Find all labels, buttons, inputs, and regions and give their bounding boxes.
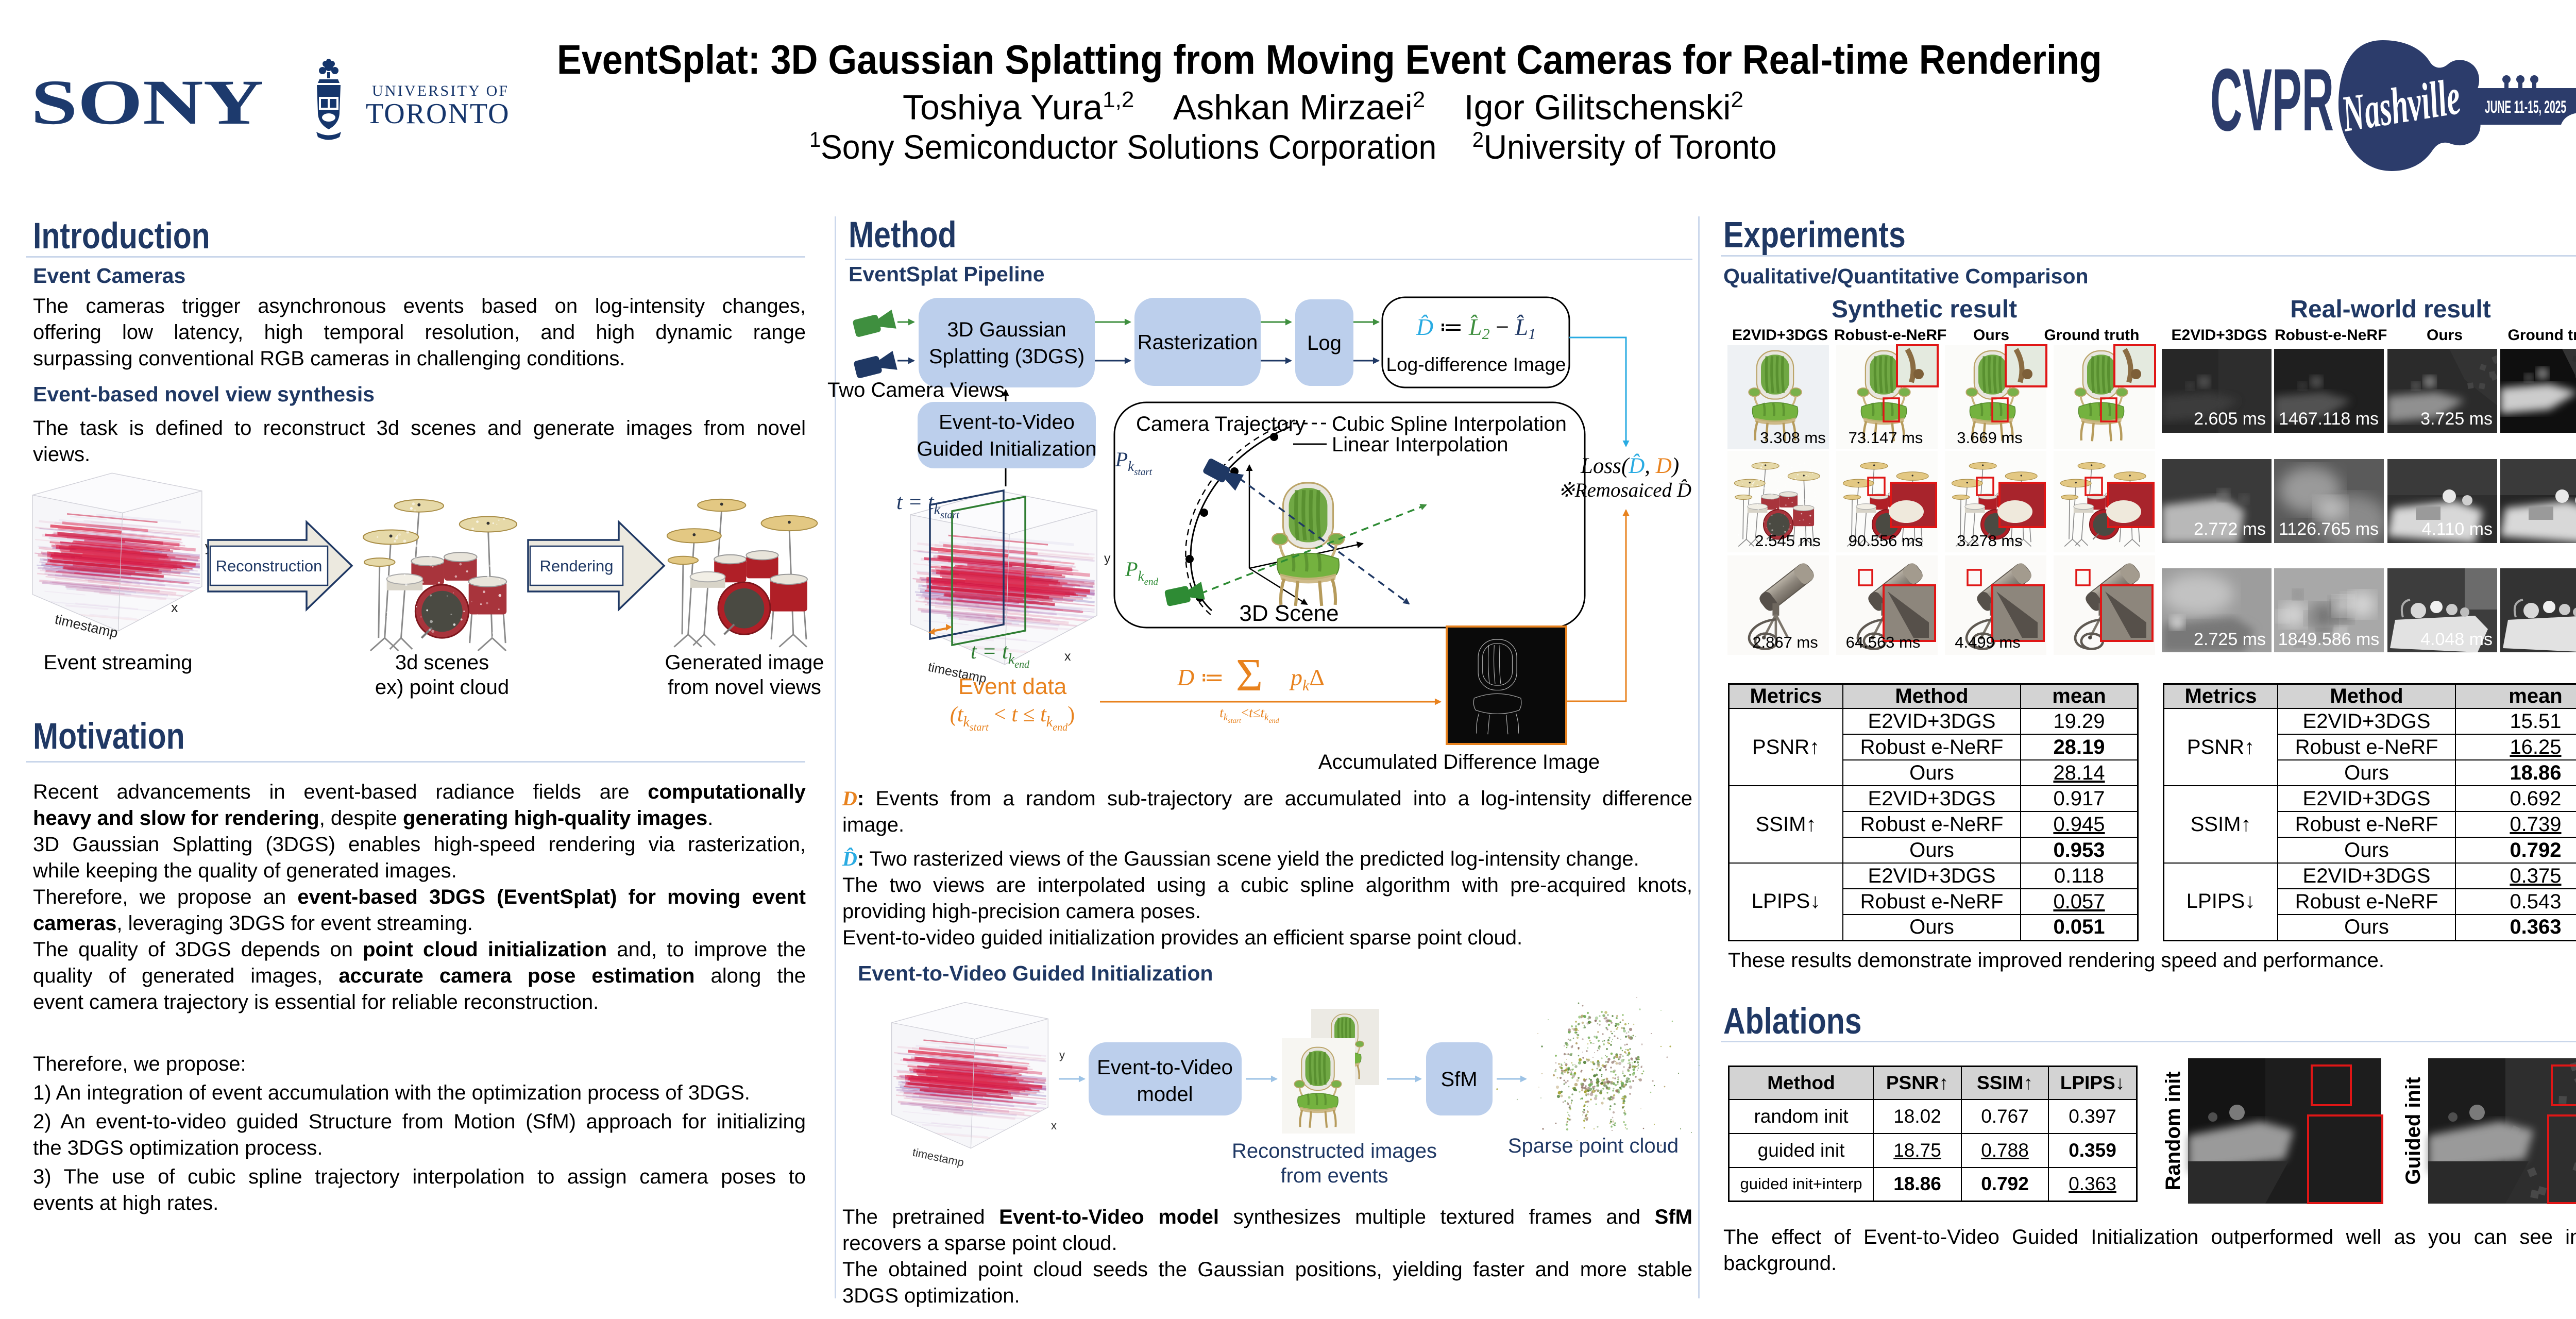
svg-text:Event data: Event data	[958, 674, 1067, 699]
svg-text:3D Scene: 3D Scene	[1239, 601, 1338, 626]
svg-text:D ≔: D ≔	[1177, 664, 1224, 690]
svg-text:Splatting (3DGS): Splatting (3DGS)	[929, 345, 1084, 368]
svg-text:x: x	[171, 600, 178, 615]
svg-text:tkstart<t≤tkend: tkstart<t≤tkend	[1219, 705, 1279, 725]
svg-text:3D Gaussian: 3D Gaussian	[947, 318, 1066, 341]
svg-text:x: x	[1064, 649, 1071, 664]
svg-text:Event-to-Video: Event-to-Video	[939, 411, 1075, 434]
svg-text:SfM: SfM	[1440, 1068, 1477, 1091]
svg-text:Rendering: Rendering	[539, 557, 613, 575]
svg-text:CVPR: CVPR	[2210, 50, 2334, 149]
svg-text:※Remosaiced D̂: ※Remosaiced D̂	[1558, 479, 1691, 501]
svg-text:model: model	[1137, 1083, 1193, 1106]
svg-text:Reconstruction: Reconstruction	[216, 557, 323, 575]
svg-text:Guided Initialization: Guided Initialization	[917, 438, 1096, 461]
svg-text:Loss(D̂, D): Loss(D̂, D)	[1580, 454, 1679, 478]
svg-text:y: y	[1059, 1049, 1065, 1061]
svg-text:Linear Interpolation: Linear Interpolation	[1332, 433, 1508, 456]
svg-text:x: x	[1051, 1119, 1057, 1132]
svg-text:Log: Log	[1307, 332, 1342, 354]
svg-text:TORONTO: TORONTO	[366, 98, 510, 130]
svg-text:D̂ ≔ L̂2 − L̂1: D̂ ≔ L̂2 − L̂1	[1416, 314, 1536, 343]
svg-text:Σ: Σ	[1236, 650, 1263, 701]
svg-text:(tkstart < t ≤ tkend): (tkstart < t ≤ tkend)	[950, 703, 1075, 733]
svg-text:Camera Trajectory: Camera Trajectory	[1136, 413, 1306, 435]
svg-text:timestamp: timestamp	[911, 1145, 965, 1169]
svg-text:pkΔ: pkΔ	[1289, 664, 1325, 694]
svg-text:Rasterization: Rasterization	[1138, 331, 1258, 354]
svg-text:JUNE 11-15, 2025: JUNE 11-15, 2025	[2485, 97, 2566, 117]
svg-text:UNIVERSITY OF: UNIVERSITY OF	[372, 82, 509, 99]
svg-text:Two Camera Views: Two Camera Views	[827, 379, 1005, 401]
svg-text:SONY: SONY	[31, 76, 264, 130]
svg-text:Log-difference Image: Log-difference Image	[1386, 354, 1566, 375]
svg-text:Event-to-Video: Event-to-Video	[1097, 1056, 1233, 1079]
svg-text:Cubic Spline Interpolation: Cubic Spline Interpolation	[1332, 413, 1567, 435]
svg-text:Accumulated Difference Image: Accumulated Difference Image	[1318, 751, 1600, 773]
svg-text:y: y	[1104, 551, 1111, 566]
